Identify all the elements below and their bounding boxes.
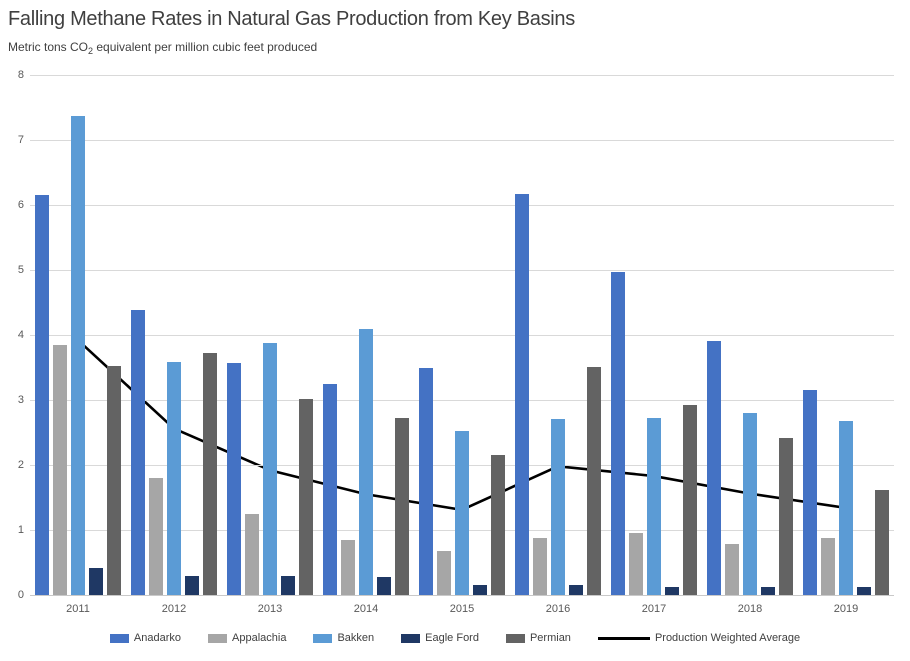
subtitle-subscript: 2	[88, 46, 94, 56]
legend-label-bakken: Bakken	[337, 632, 375, 644]
bar-permian-2012	[203, 353, 217, 595]
y-tick-label-4: 4	[17, 329, 24, 341]
subtitle-suffix: equivalent per million cubic feet produc…	[93, 40, 318, 54]
legend-item-anadarko: Anadarko	[109, 632, 182, 644]
legend-label-permian: Permian	[529, 632, 571, 644]
bar-appalachia-2014	[341, 539, 355, 595]
legend-swatch-eagle-ford	[401, 633, 421, 643]
y-axis: 0 1 2 3 4 5 6 7 8	[0, 69, 24, 601]
bar-permian-2018	[779, 437, 793, 595]
gridline-8	[30, 74, 894, 76]
bar-bakken-2014	[359, 329, 373, 595]
bar-anadarko-2019	[803, 389, 817, 595]
legend-item-appalachia: Appalachia	[208, 632, 286, 644]
bar-eagle-ford-2018	[761, 587, 775, 595]
bar-appalachia-2015	[437, 550, 451, 595]
bar-appalachia-2011	[53, 344, 67, 595]
legend-item-eagle-ford: Eagle Ford	[401, 632, 479, 644]
bar-anadarko-2012	[131, 309, 145, 595]
x-tick-label-2013: 2013	[257, 603, 283, 615]
legend-label-production-weighted-average: Production Weighted Average	[654, 632, 801, 644]
gridline-6	[30, 204, 894, 206]
chart-subtitle: Metric tons CO2 equivalent per million c…	[8, 40, 317, 56]
y-tick-label-3: 3	[17, 394, 24, 406]
legend-label-appalachia: Appalachia	[232, 632, 287, 644]
legend: Anadarko Appalachia Bakken Eagle Ford Pe…	[0, 632, 910, 644]
bar-permian-2015	[491, 454, 505, 595]
y-tick-label-5: 5	[17, 264, 24, 276]
bar-permian-2011	[107, 366, 121, 595]
bar-appalachia-2017	[629, 532, 643, 595]
bar-anadarko-2014	[323, 383, 337, 595]
y-tick-label-7: 7	[17, 134, 24, 146]
bar-bakken-2017	[647, 417, 661, 595]
y-tick-label-2: 2	[17, 459, 24, 471]
bar-bakken-2019	[839, 421, 853, 595]
bar-appalachia-2012	[149, 478, 163, 595]
bar-anadarko-2018	[707, 340, 721, 595]
bar-anadarko-2016	[515, 193, 529, 595]
bar-bakken-2011	[71, 115, 85, 595]
bar-eagle-ford-2015	[473, 584, 487, 595]
x-axis: 2011 2012 2013 2014 2015 2016 2017 2018 2019	[30, 603, 894, 619]
bar-permian-2013	[299, 398, 313, 595]
bar-permian-2017	[683, 404, 697, 595]
y-tick-label-8: 8	[17, 69, 24, 81]
bar-bakken-2013	[263, 342, 277, 595]
gridline-4	[30, 334, 894, 336]
bar-anadarko-2011	[35, 195, 49, 595]
bar-eagle-ford-2013	[281, 575, 295, 595]
bar-bakken-2012	[167, 362, 181, 595]
x-tick-label-2018: 2018	[737, 603, 763, 615]
bar-bakken-2016	[551, 418, 565, 595]
legend-swatch-anadarko	[109, 633, 129, 643]
bar-permian-2016	[587, 366, 601, 595]
subtitle-prefix: Metric tons CO	[8, 40, 89, 54]
y-tick-label-6: 6	[17, 199, 24, 211]
legend-swatch-permian	[505, 633, 525, 643]
legend-item-permian: Permian	[505, 632, 571, 644]
x-tick-label-2016: 2016	[545, 603, 571, 615]
legend-swatch-bakken	[313, 633, 333, 643]
legend-item-production-weighted-average: Production Weighted Average	[597, 632, 801, 644]
bar-anadarko-2015	[419, 368, 433, 595]
bar-anadarko-2017	[611, 271, 625, 595]
x-tick-label-2019: 2019	[833, 603, 859, 615]
y-tick-label-0: 0	[17, 589, 24, 601]
bar-permian-2014	[395, 417, 409, 595]
bar-bakken-2018	[743, 413, 757, 595]
bar-eagle-ford-2014	[377, 577, 391, 595]
bar-appalachia-2016	[533, 537, 547, 595]
y-tick-label-1: 1	[17, 524, 24, 536]
bar-eagle-ford-2012	[185, 575, 199, 595]
legend-label-eagle-ford: Eagle Ford	[425, 632, 479, 644]
bar-appalachia-2018	[725, 543, 739, 595]
plot-area	[30, 74, 894, 596]
legend-label-anadarko: Anadarko	[133, 632, 182, 644]
gridline-3	[30, 399, 894, 401]
bar-permian-2019	[875, 489, 889, 595]
legend-swatch-appalachia	[208, 633, 228, 643]
x-tick-label-2015: 2015	[449, 603, 475, 615]
x-tick-label-2012: 2012	[161, 603, 187, 615]
bar-eagle-ford-2019	[857, 587, 871, 595]
bar-bakken-2015	[455, 431, 469, 595]
gridline-7	[30, 139, 894, 141]
chart-title: Falling Methane Rates in Natural Gas Pro…	[8, 8, 575, 30]
bar-eagle-ford-2011	[89, 568, 103, 595]
x-tick-label-2017: 2017	[641, 603, 667, 615]
bar-appalachia-2019	[821, 537, 835, 595]
x-tick-label-2014: 2014	[353, 603, 379, 615]
bar-eagle-ford-2016	[569, 584, 583, 595]
gridline-5	[30, 269, 894, 271]
legend-item-bakken: Bakken	[313, 632, 374, 644]
bar-eagle-ford-2017	[665, 586, 679, 595]
legend-line-swatch-production-weighted-average	[597, 636, 650, 640]
x-tick-label-2011: 2011	[66, 603, 90, 615]
bar-anadarko-2013	[227, 362, 241, 595]
bar-appalachia-2013	[245, 513, 259, 595]
